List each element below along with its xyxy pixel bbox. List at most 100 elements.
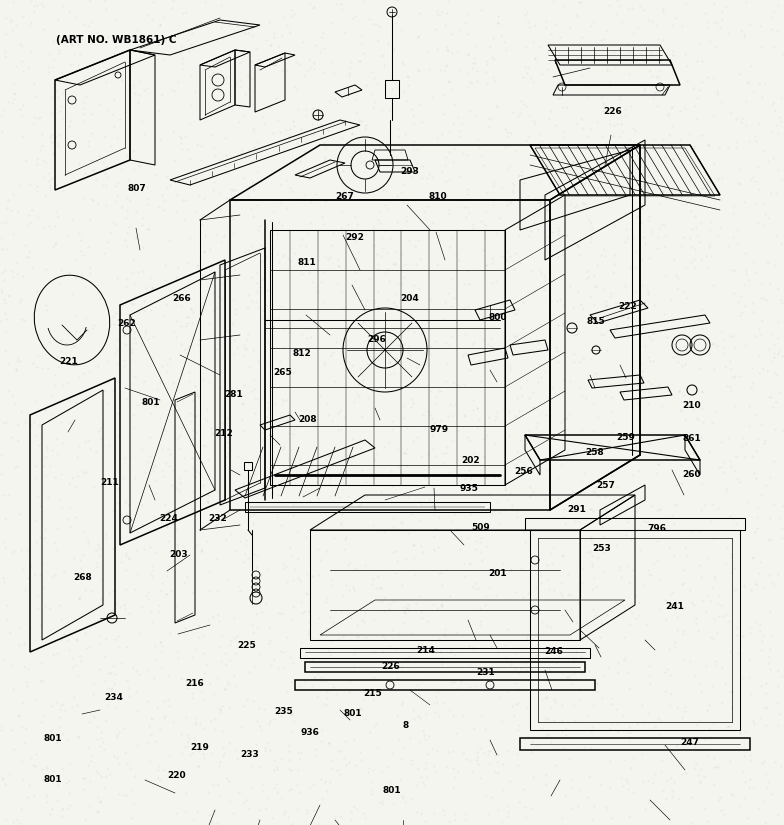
- Point: [187, 813, 199, 825]
- Point: [704, 595, 717, 608]
- Point: [11, 267, 24, 280]
- Point: [410, 596, 423, 610]
- Point: [276, 219, 289, 232]
- Point: [248, 548, 260, 561]
- Point: [633, 242, 645, 255]
- Point: [180, 681, 193, 695]
- Point: [129, 369, 141, 382]
- Point: [29, 692, 42, 705]
- Point: [749, 615, 761, 629]
- Point: [218, 747, 230, 760]
- Point: [362, 391, 375, 404]
- Point: [532, 222, 544, 235]
- Point: [199, 229, 212, 243]
- Point: [332, 423, 345, 436]
- Point: [703, 699, 716, 712]
- Point: [343, 160, 355, 173]
- Point: [140, 590, 153, 603]
- Point: [52, 90, 64, 103]
- Point: [140, 197, 153, 210]
- Point: [528, 51, 541, 64]
- Point: [693, 38, 706, 51]
- Point: [339, 530, 352, 544]
- Point: [224, 444, 237, 457]
- Point: [459, 473, 472, 486]
- Point: [434, 632, 446, 645]
- Point: [697, 128, 710, 141]
- Point: [247, 344, 260, 357]
- Point: [373, 796, 386, 809]
- Point: [748, 330, 760, 343]
- Point: [443, 75, 456, 88]
- Point: [760, 701, 773, 714]
- Point: [52, 210, 64, 223]
- Point: [670, 281, 683, 295]
- Point: [382, 139, 394, 153]
- Point: [408, 713, 420, 726]
- Point: [622, 559, 634, 573]
- Point: [764, 662, 776, 676]
- Text: 226: 226: [604, 107, 622, 116]
- Point: [686, 790, 699, 804]
- Point: [401, 442, 414, 455]
- Point: [328, 138, 341, 151]
- Point: [738, 279, 750, 292]
- Point: [183, 407, 196, 420]
- Point: [518, 656, 531, 669]
- Point: [13, 817, 25, 825]
- Point: [510, 511, 523, 524]
- Point: [154, 18, 166, 31]
- Point: [353, 113, 365, 126]
- Point: [487, 180, 499, 193]
- Point: [548, 692, 561, 705]
- Point: [415, 771, 427, 784]
- Point: [252, 63, 265, 76]
- Point: [379, 225, 392, 238]
- Point: [676, 711, 688, 724]
- Point: [146, 280, 158, 294]
- Point: [452, 253, 464, 266]
- Point: [436, 165, 448, 178]
- Point: [666, 119, 679, 132]
- Point: [42, 361, 55, 374]
- Point: [437, 446, 449, 460]
- Point: [422, 378, 434, 391]
- Point: [247, 121, 260, 134]
- Point: [527, 527, 539, 540]
- Point: [634, 215, 647, 229]
- Point: [717, 466, 730, 479]
- Point: [387, 257, 399, 271]
- Point: [515, 561, 528, 574]
- Point: [204, 676, 216, 689]
- Point: [294, 238, 307, 252]
- Point: [234, 57, 246, 70]
- Point: [582, 129, 594, 142]
- Point: [35, 716, 48, 729]
- Point: [400, 209, 412, 222]
- Point: [592, 410, 604, 423]
- Point: [757, 629, 769, 642]
- Point: [539, 692, 552, 705]
- Point: [586, 425, 599, 438]
- Point: [11, 433, 24, 446]
- Point: [96, 156, 109, 169]
- Point: [332, 407, 344, 420]
- Point: [183, 339, 196, 352]
- Point: [571, 167, 583, 180]
- Point: [668, 549, 681, 562]
- Point: [114, 507, 127, 520]
- Point: [172, 442, 185, 455]
- Point: [305, 652, 318, 665]
- Point: [40, 262, 53, 276]
- Point: [532, 337, 545, 350]
- Point: [432, 685, 445, 698]
- Point: [194, 256, 206, 269]
- Point: [731, 176, 744, 189]
- Point: [676, 19, 688, 32]
- Point: [121, 203, 133, 216]
- Point: [658, 308, 670, 321]
- Point: [306, 117, 318, 130]
- Point: [474, 545, 486, 559]
- Point: [250, 738, 263, 751]
- Point: [21, 790, 34, 804]
